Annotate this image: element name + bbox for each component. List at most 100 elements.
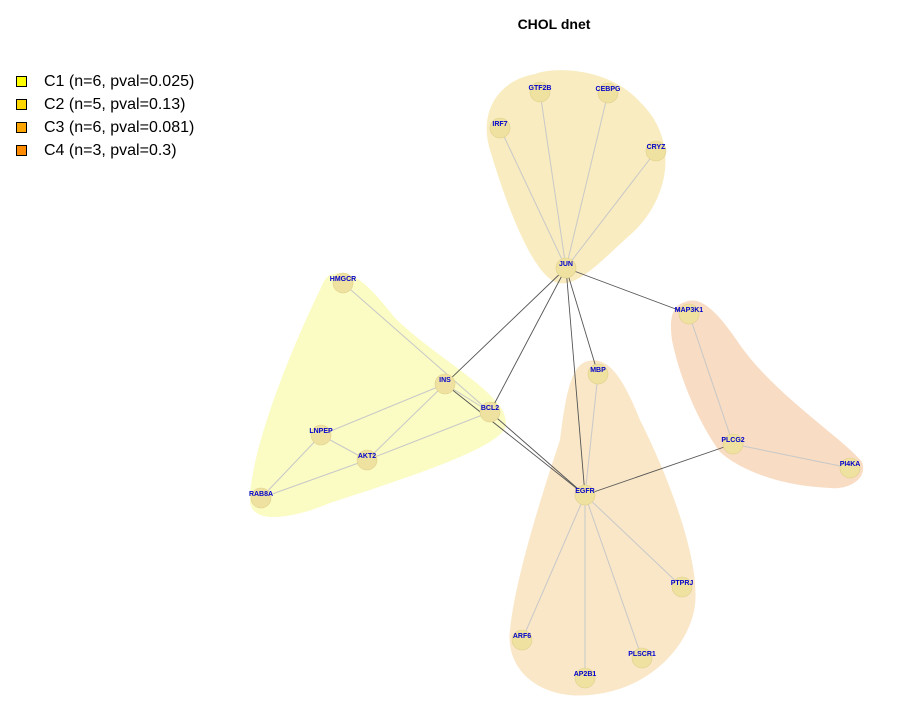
node-label-plcg2: PLCG2 [721, 437, 744, 444]
edge-ins-lnpep [320, 383, 446, 436]
edge-jun-mbp [565, 267, 599, 375]
legend-swatch-c2 [16, 99, 27, 110]
node-label-akt2: AKT2 [358, 453, 376, 460]
node-circle-irf7 [489, 117, 511, 139]
node-label-arf6: ARF6 [513, 633, 531, 640]
node-akt2: AKT2 [356, 449, 378, 471]
node-arf6: ARF6 [511, 629, 533, 651]
node-ins: INS [434, 373, 456, 395]
page-title: CHOL dnet [517, 16, 591, 32]
node-egfr: EGFR [574, 484, 596, 506]
node-label-lnpep: LNPEP [309, 428, 333, 435]
node-circle-lnpep [310, 424, 332, 446]
node-label-irf7: IRF7 [492, 121, 507, 128]
node-circle-map3k1 [678, 303, 700, 325]
node-circle-gtf2b [529, 81, 551, 103]
node-label-ap2b1: AP2B1 [574, 671, 597, 678]
edge-ins-akt2 [366, 383, 446, 461]
edge-plcg2-pi4ka [732, 443, 851, 469]
node-hmgcr: HMGCR [330, 272, 356, 294]
node-plcg2: PLCG2 [721, 433, 745, 455]
edge-jun-gtf2b [539, 91, 567, 269]
legend-label-c4: C4 (n=3, pval=0.3) [44, 141, 177, 159]
edge-map3k1-plcg2 [688, 313, 734, 445]
node-label-cryz: CRYZ [647, 144, 667, 151]
cluster-hull-c2 [486, 70, 666, 284]
node-circle-ins [434, 373, 456, 395]
node-circle-ptprj [671, 576, 693, 598]
node-label-map3k1: MAP3K1 [675, 307, 704, 314]
node-label-cebpg: CEBPG [596, 86, 621, 93]
node-cryz: CRYZ [645, 140, 667, 162]
legend-item-c4: C4 (n=3, pval=0.3) [16, 139, 194, 162]
node-circle-akt2 [356, 449, 378, 471]
node-circle-mbp [587, 363, 609, 385]
edge-bcl2-akt2 [366, 411, 491, 461]
node-map3k1: MAP3K1 [675, 303, 704, 325]
node-label-mbp: MBP [590, 367, 606, 374]
legend-swatch-c3 [16, 122, 27, 133]
node-label-gtf2b: GTF2B [529, 85, 552, 92]
legend-swatch-c1 [16, 76, 27, 87]
edge-egfr-arf6 [521, 494, 586, 641]
node-gtf2b: GTF2B [529, 81, 552, 103]
node-circle-bcl2 [479, 401, 501, 423]
edge-akt2-rab8a [260, 459, 368, 499]
node-jun: JUN [555, 257, 577, 279]
node-circle-pi4ka [839, 457, 861, 479]
edge-egfr-plscr1 [584, 494, 643, 659]
node-circle-cryz [645, 140, 667, 162]
edge-hmgcr-bcl2 [342, 282, 491, 413]
node-circle-arf6 [511, 629, 533, 651]
cluster-hull-c1 [249, 273, 506, 517]
node-label-egfr: EGFR [575, 488, 594, 495]
node-circle-egfr [574, 484, 596, 506]
node-label-bcl2: BCL2 [481, 405, 499, 412]
node-circle-jun [555, 257, 577, 279]
cluster-hull-c4 [670, 300, 864, 489]
edge-lnpep-rab8a [260, 434, 322, 499]
node-label-ptprj: PTPRJ [671, 580, 694, 587]
node-rab8a: RAB8A [249, 487, 273, 509]
legend-swatch-c4 [16, 145, 27, 156]
legend-item-c2: C2 (n=5, pval=0.13) [16, 93, 194, 116]
node-circle-rab8a [250, 487, 272, 509]
node-circle-plcg2 [722, 433, 744, 455]
node-plscr1: PLSCR1 [628, 647, 656, 669]
edge-egfr-mbp [584, 373, 599, 496]
node-label-ins: INS [439, 377, 451, 384]
edge-plcg2-egfr [584, 443, 734, 496]
edge-jun-cebpg [565, 92, 609, 269]
edge-egfr-ptprj [584, 494, 683, 588]
node-circle-cebpg [597, 82, 619, 104]
legend-label-c2: C2 (n=5, pval=0.13) [44, 95, 186, 113]
node-irf7: IRF7 [489, 117, 511, 139]
node-label-hmgcr: HMGCR [330, 276, 356, 283]
node-circle-ap2b1 [574, 667, 596, 689]
legend-label-c3: C3 (n=6, pval=0.081) [44, 118, 195, 136]
edge-bcl2-egfr [489, 411, 586, 496]
node-lnpep: LNPEP [309, 424, 333, 446]
node-bcl2: BCL2 [479, 401, 501, 423]
node-mbp: MBP [587, 363, 609, 385]
legend: C1 (n=6, pval=0.025) C2 (n=5, pval=0.13)… [16, 70, 194, 162]
node-label-rab8a: RAB8A [249, 491, 273, 498]
edge-jun-cryz [565, 150, 657, 269]
node-label-jun: JUN [559, 261, 573, 268]
node-ap2b1: AP2B1 [574, 667, 597, 689]
node-ptprj: PTPRJ [671, 576, 694, 598]
edge-jun-bcl2 [489, 267, 567, 413]
legend-item-c1: C1 (n=6, pval=0.025) [16, 70, 194, 93]
cluster-hull-c3 [509, 360, 696, 696]
node-circle-plscr1 [631, 647, 653, 669]
edge-jun-map3k1 [565, 267, 690, 315]
edge-ins-egfr [444, 383, 586, 496]
node-label-plscr1: PLSCR1 [628, 651, 656, 658]
legend-item-c3: C3 (n=6, pval=0.081) [16, 116, 194, 139]
edge-jun-egfr [565, 267, 586, 496]
edge-jun-ins [444, 267, 567, 385]
legend-label-c1: C1 (n=6, pval=0.025) [44, 72, 195, 90]
node-circle-hmgcr [332, 272, 354, 294]
node-pi4ka: PI4KA [839, 457, 861, 479]
